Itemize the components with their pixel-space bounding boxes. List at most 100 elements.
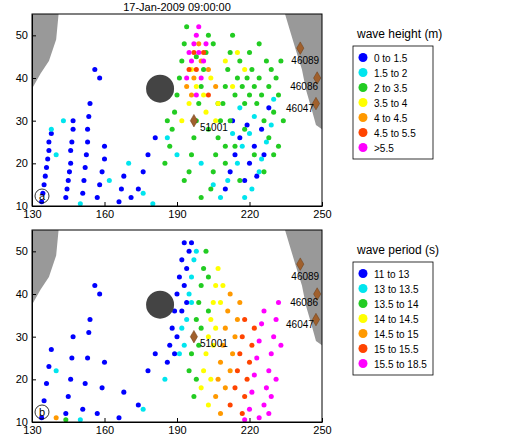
data-point	[261, 309, 266, 314]
data-point	[249, 390, 254, 395]
data-point	[174, 152, 179, 157]
data-point	[259, 127, 264, 132]
data-point	[278, 58, 283, 63]
axis-line	[32, 231, 33, 423]
data-point	[63, 195, 68, 200]
data-point	[187, 50, 192, 55]
data-point	[119, 186, 124, 191]
data-point	[126, 161, 131, 166]
data-point	[266, 135, 271, 140]
data-point	[67, 169, 72, 174]
data-point	[187, 368, 192, 373]
data-point	[235, 50, 240, 55]
legend-label: 2 to 3.5	[374, 83, 408, 94]
data-point	[228, 368, 233, 373]
data-point	[97, 291, 102, 296]
data-point	[179, 118, 184, 123]
data-point	[97, 182, 102, 187]
data-point	[208, 317, 213, 322]
data-point	[182, 283, 187, 288]
station	[297, 258, 304, 270]
data-point	[247, 161, 252, 166]
tick-mark	[32, 163, 36, 164]
data-point	[174, 291, 179, 296]
land	[32, 230, 59, 305]
data-point	[196, 50, 201, 55]
data-point	[257, 41, 262, 46]
tick-label: 220	[241, 424, 259, 436]
data-point	[252, 84, 257, 89]
legend-swatch	[359, 344, 368, 353]
data-point	[225, 67, 230, 72]
tick-label: 160	[96, 208, 114, 220]
data-point	[184, 84, 189, 89]
legend-swatch	[359, 128, 368, 137]
data-point	[252, 114, 257, 119]
data-point	[69, 355, 74, 360]
legend-label: 3.5 to 4	[374, 98, 408, 109]
data-point	[242, 417, 247, 422]
data-point	[228, 291, 233, 296]
data-point	[266, 368, 271, 373]
land	[285, 14, 322, 129]
data-point	[203, 249, 208, 254]
tick-mark	[105, 418, 106, 422]
tick: 160	[96, 202, 114, 220]
data-point	[259, 93, 264, 98]
tick-mark	[322, 418, 323, 422]
legend-label: 15 to 15.5	[374, 344, 419, 355]
data-point	[68, 148, 73, 153]
data-point	[269, 394, 274, 399]
series	[162, 24, 285, 200]
data-point	[211, 169, 216, 174]
data-point	[237, 300, 242, 305]
data-point	[223, 186, 228, 191]
plot-area	[32, 14, 322, 206]
data-point	[201, 266, 206, 271]
data-point	[247, 93, 252, 98]
series	[184, 24, 208, 97]
data-point	[252, 144, 257, 149]
data-point	[247, 360, 252, 365]
data-point	[203, 41, 208, 46]
data-point	[68, 377, 73, 382]
data-point	[276, 93, 281, 98]
legend-label: 13.5 to 14	[374, 299, 419, 310]
data-point	[191, 75, 196, 80]
data-point	[235, 317, 240, 322]
tick-label: 40	[16, 288, 28, 300]
data-point	[206, 274, 211, 279]
data-point	[49, 127, 54, 132]
data-point	[242, 394, 247, 399]
data-point	[220, 101, 225, 106]
legend-label: >5.5	[374, 143, 394, 154]
data-point	[223, 144, 228, 149]
data-point	[213, 152, 218, 157]
tick: 10	[16, 416, 36, 428]
data-point	[102, 157, 107, 162]
station	[190, 114, 197, 126]
legend-label: 13 to 13.5	[374, 284, 419, 295]
data-point	[177, 274, 182, 279]
data-point	[252, 373, 257, 378]
data-point	[237, 58, 242, 63]
data-point	[194, 249, 199, 254]
data-point	[206, 93, 211, 98]
data-point	[85, 127, 90, 132]
data-point	[191, 135, 196, 140]
legend-title: wave height (m)	[356, 27, 442, 41]
tick: 50	[16, 245, 36, 257]
data-point	[266, 411, 271, 416]
station-label: 51001	[200, 338, 228, 349]
data-point	[254, 355, 259, 360]
data-point	[211, 300, 216, 305]
series	[54, 291, 243, 420]
data-point	[230, 33, 235, 38]
series	[63, 249, 211, 422]
data-point	[49, 347, 54, 352]
plot-background	[32, 14, 322, 206]
series	[179, 50, 247, 123]
data-point	[46, 364, 51, 369]
data-point	[235, 368, 240, 373]
tick-label: 250	[313, 208, 331, 220]
